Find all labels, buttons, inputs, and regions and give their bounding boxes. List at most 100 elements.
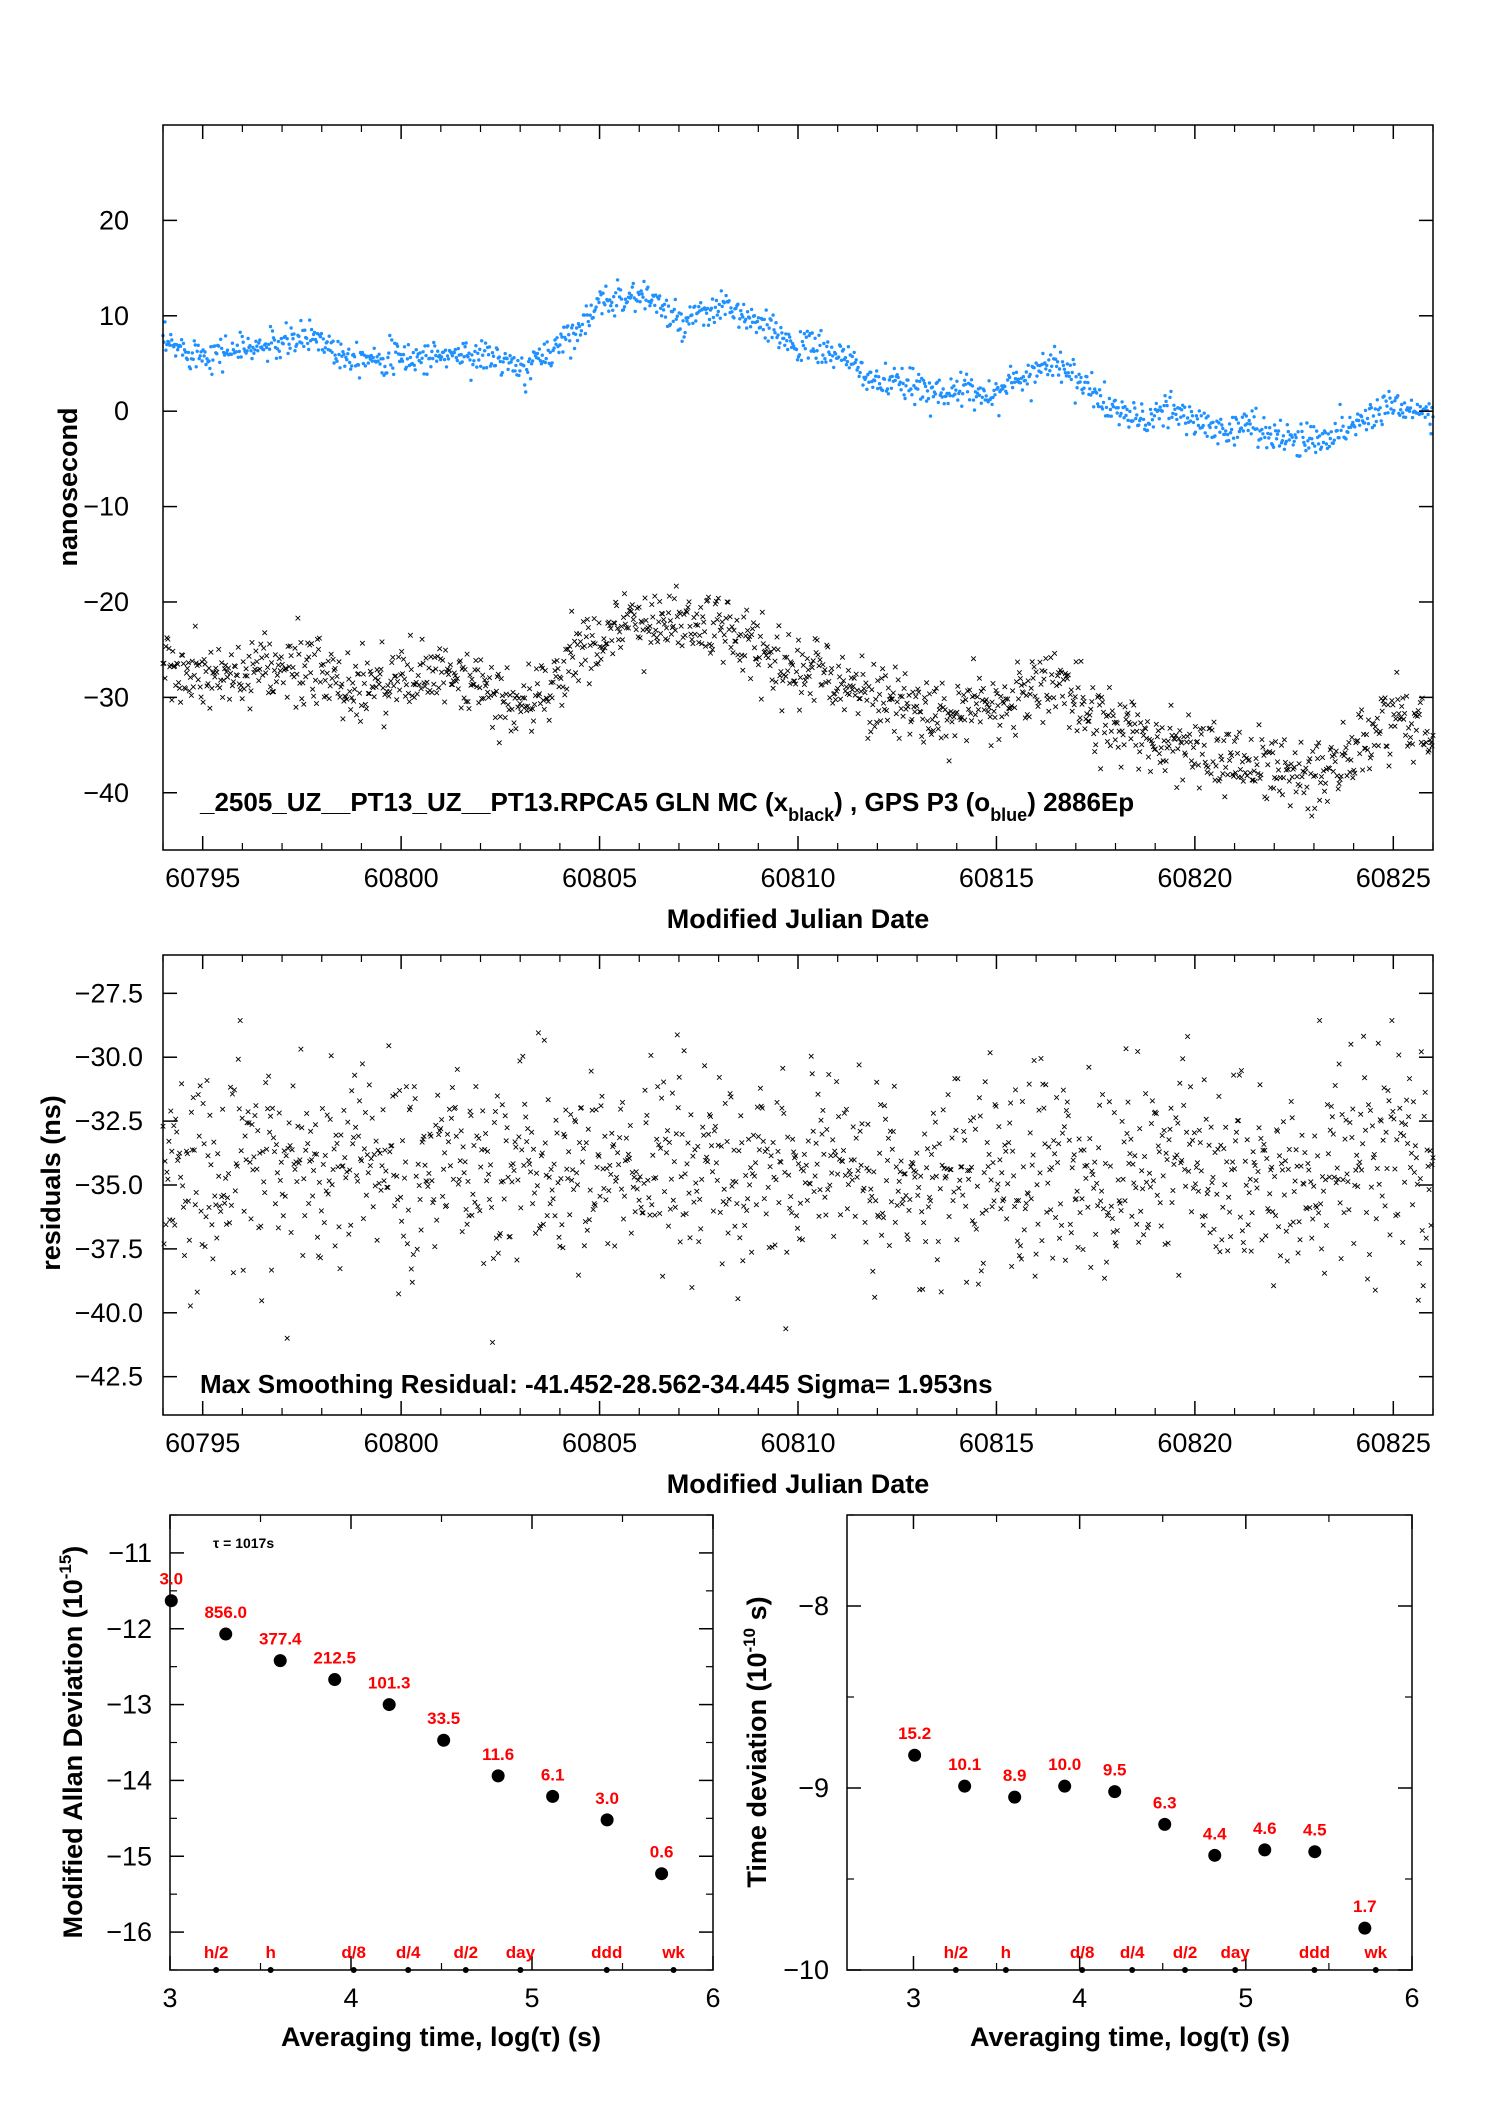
phase-point-blue <box>1338 402 1342 407</box>
phase-point-blue <box>1373 407 1378 411</box>
phase-point-black <box>1021 681 1027 687</box>
residual-point <box>592 1202 598 1208</box>
residual-point <box>825 1186 831 1193</box>
residual-point <box>473 1083 479 1090</box>
residual-point <box>1370 1155 1377 1161</box>
residual-point <box>1343 1117 1349 1123</box>
residual-point <box>704 1159 711 1165</box>
phase-point-black <box>505 702 511 708</box>
residual-point <box>614 1150 621 1156</box>
phase-point-blue <box>309 327 314 332</box>
residual-point <box>489 1339 496 1346</box>
phase-point-black <box>816 663 822 669</box>
residual-point <box>956 1185 962 1191</box>
phase-point-blue <box>1286 429 1291 434</box>
mdev-y-title-main: Modified Allan Deviation (10 <box>58 1579 88 1938</box>
residual-point <box>1208 1124 1214 1130</box>
residual-point <box>1180 1056 1186 1062</box>
phase-point-black <box>235 644 241 650</box>
phase-point-black <box>1309 813 1315 819</box>
phase-point-blue <box>1221 426 1225 431</box>
residual-point <box>529 1200 536 1207</box>
residual-point <box>780 1065 786 1071</box>
phase-point-blue <box>254 339 258 343</box>
phase-point-black <box>1336 780 1342 787</box>
phase-point-black <box>1252 778 1258 784</box>
residual-point <box>181 1252 188 1259</box>
phase-point-blue <box>236 355 240 359</box>
phase-point-blue <box>1152 414 1157 418</box>
residual-point <box>281 1148 287 1154</box>
phase-point-black <box>220 677 227 683</box>
phase-point-black <box>879 666 886 672</box>
residual-point <box>579 1159 586 1165</box>
phase-point-blue <box>702 323 706 327</box>
phase-point-blue <box>1304 448 1308 453</box>
residual-point <box>304 1110 310 1117</box>
residual-point <box>486 1196 493 1203</box>
residual-point <box>602 1133 608 1139</box>
phase-point-black <box>189 658 195 664</box>
phase-point-blue <box>642 279 646 284</box>
residual-point <box>1264 1155 1270 1162</box>
deviation-point <box>1108 1785 1122 1799</box>
residual-point <box>475 1203 481 1210</box>
residual-point <box>1363 1209 1370 1216</box>
phase-point-blue <box>630 285 634 289</box>
residual-point <box>247 1159 253 1165</box>
residual-point <box>1312 1133 1318 1139</box>
deviation-point <box>908 1748 922 1762</box>
residual-point <box>834 1171 841 1177</box>
phase-point-blue <box>1400 402 1404 407</box>
phase-point-blue <box>514 363 518 368</box>
residual-point <box>1128 1136 1134 1142</box>
phase-point-black <box>865 735 871 742</box>
phase-point-black <box>725 599 731 605</box>
phase-point-blue <box>841 347 846 352</box>
residual-point <box>636 1197 642 1203</box>
residual-point <box>1103 1259 1110 1265</box>
x-tick-label: 6 <box>1404 1983 1419 2013</box>
phase-point-blue <box>303 328 307 332</box>
phase-point-black <box>355 671 362 677</box>
residual-point <box>1185 1168 1192 1174</box>
residual-point <box>1011 1203 1018 1210</box>
phase-point-black <box>1132 721 1138 727</box>
phase-point-black <box>589 632 595 639</box>
phase-point-blue <box>480 339 484 343</box>
phase-point-black <box>1210 759 1216 765</box>
residuals-annotation: Max Smoothing Residual: -41.452-28.562-3… <box>200 1369 993 1399</box>
phase-point-blue <box>977 393 982 397</box>
residual-point <box>1071 1152 1077 1158</box>
phase-point-blue <box>200 359 204 363</box>
residual-point <box>524 1138 530 1145</box>
residual-point <box>950 1197 956 1204</box>
phase-point-blue <box>1010 385 1015 390</box>
phase-point-black <box>432 654 438 661</box>
residual-point <box>1145 1221 1152 1228</box>
residual-point <box>1241 1247 1247 1254</box>
residual-point <box>309 1193 316 1199</box>
residual-point <box>974 1183 981 1189</box>
phase-point-black <box>1215 736 1221 742</box>
residual-point <box>516 1134 522 1140</box>
phase-point-black <box>521 683 527 689</box>
phase-point-blue <box>497 355 501 359</box>
phase-point-blue <box>833 352 838 356</box>
residual-point <box>1025 1191 1031 1197</box>
phase-point-black <box>585 624 591 631</box>
time-mark-label: h/2 <box>204 1943 229 1962</box>
phase-point-blue <box>248 344 252 348</box>
phase-point-black <box>1299 774 1305 780</box>
phase-point-black <box>668 631 675 637</box>
residual-point <box>1381 1085 1387 1091</box>
phase-point-black <box>1162 767 1168 774</box>
phase-point-blue <box>958 389 962 393</box>
residual-point <box>1175 1120 1181 1126</box>
residual-point <box>363 1192 370 1198</box>
residual-point <box>805 1138 811 1144</box>
residual-point <box>395 1291 402 1297</box>
residual-point <box>1302 1149 1308 1156</box>
phase-point-black <box>452 672 458 679</box>
phase-point-black <box>774 634 780 640</box>
